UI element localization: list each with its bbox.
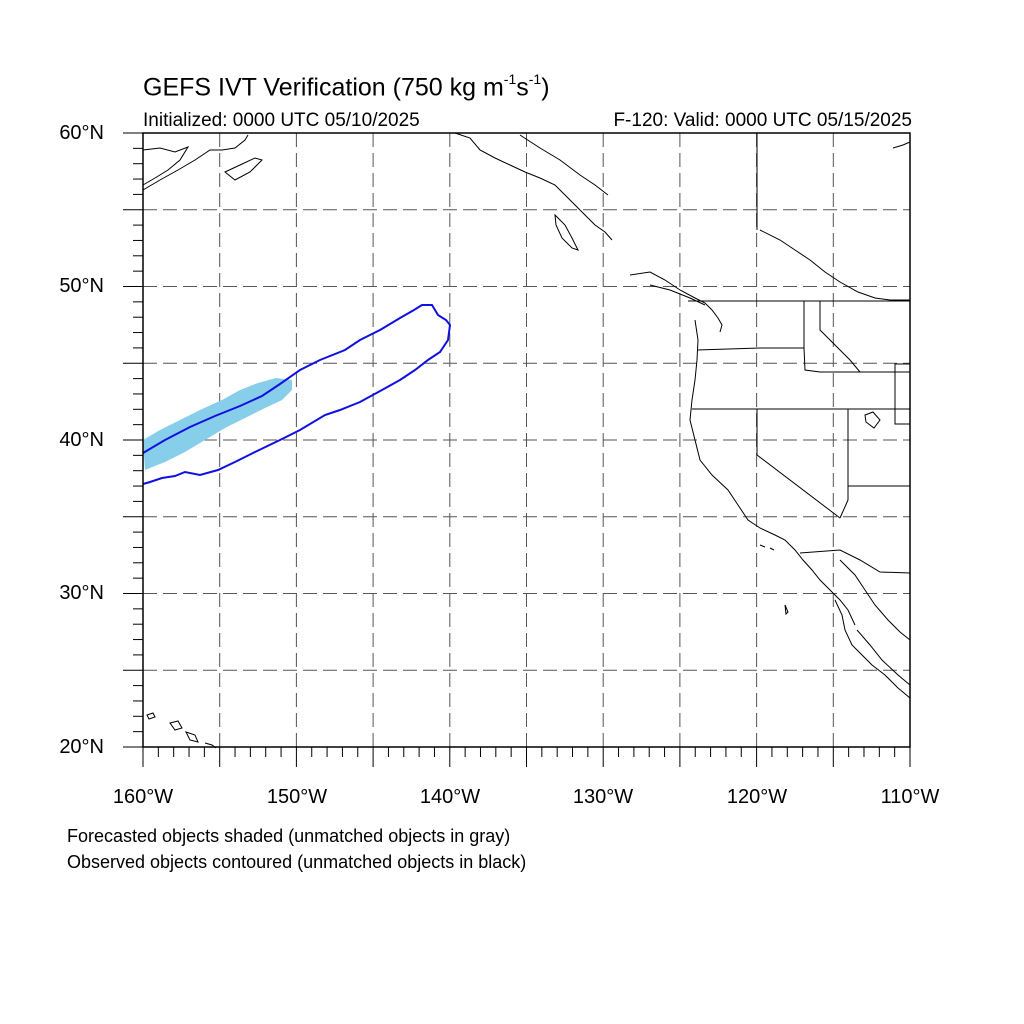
initialized-label: Initialized: 0000 UTC 05/10/2025: [143, 110, 420, 131]
lon-label-140w: 140°W: [419, 786, 481, 808]
lat-lon-grid: [143, 133, 910, 747]
lon-label-160w: 160°W: [112, 786, 174, 808]
title-exponent-1: -1: [503, 71, 517, 87]
valid-time-label: F-120: Valid: 0000 UTC 05/15/2025: [613, 110, 912, 131]
title-suffix: ): [541, 73, 550, 102]
lat-label-60n: 60°N: [59, 122, 104, 144]
observed-note: Observed objects contoured (unmatched ob…: [67, 852, 527, 872]
lat-label-20n: 20°N: [59, 736, 104, 758]
forecast-note: Forecasted objects shaded (unmatched obj…: [67, 826, 511, 846]
political-boundaries: [688, 133, 911, 574]
lon-label-120w: 120°W: [726, 786, 788, 808]
title-unit-s: s: [516, 73, 529, 102]
title-prefix: GEFS IVT Verification (750 kg m: [143, 73, 504, 102]
axis-ticks: [123, 132, 911, 767]
lon-label-110w: 110°W: [880, 786, 940, 808]
map-title: GEFS IVT Verification (750 kg m-1s-1): [143, 71, 550, 102]
lat-label-40n: 40°N: [59, 429, 104, 451]
coastlines: [142, 132, 911, 749]
lon-label-150w: 150°W: [266, 786, 328, 808]
observed-ivt-contour: [142, 304, 452, 485]
forecast-ivt-object: [143, 378, 292, 470]
lat-label-50n: 50°N: [59, 275, 104, 297]
title-exponent-2: -1: [528, 71, 542, 87]
lat-label-30n: 30°N: [59, 582, 104, 604]
lon-label-130w: 130°W: [572, 786, 634, 808]
